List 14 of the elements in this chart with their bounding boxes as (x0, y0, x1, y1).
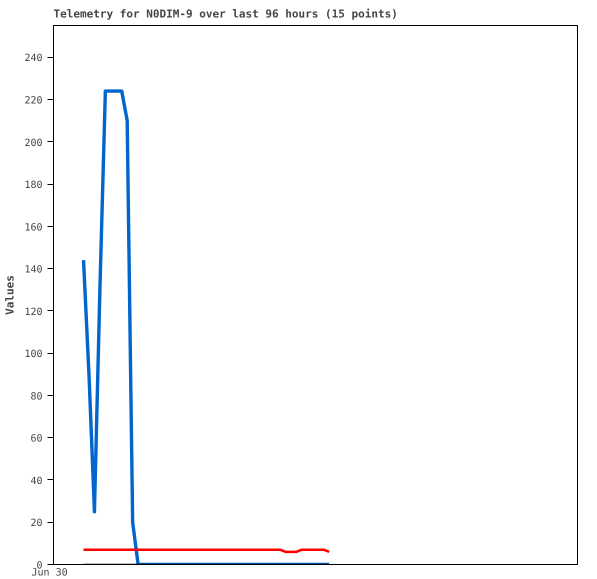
y-tick-label: 80 (30, 391, 43, 402)
y-tick-label: 160 (24, 222, 42, 234)
y-tick-label: 240 (24, 53, 42, 64)
y-tick-label: 180 (24, 180, 42, 192)
y-tick-label: 140 (24, 264, 42, 276)
y-tick-label: 60 (30, 434, 43, 445)
y-tick-label: 100 (24, 349, 42, 360)
y-axis-title: Values (3, 275, 16, 315)
y-tick-label: 220 (24, 95, 42, 106)
y-tick-label: 120 (24, 306, 42, 318)
y-tick-label: 20 (30, 518, 43, 530)
chart-title: Telemetry for N0DIM-9 over last 96 hours (15 points) (54, 8, 398, 20)
y-tick-label: 200 (24, 138, 42, 149)
y-tick-label: 40 (30, 476, 43, 487)
